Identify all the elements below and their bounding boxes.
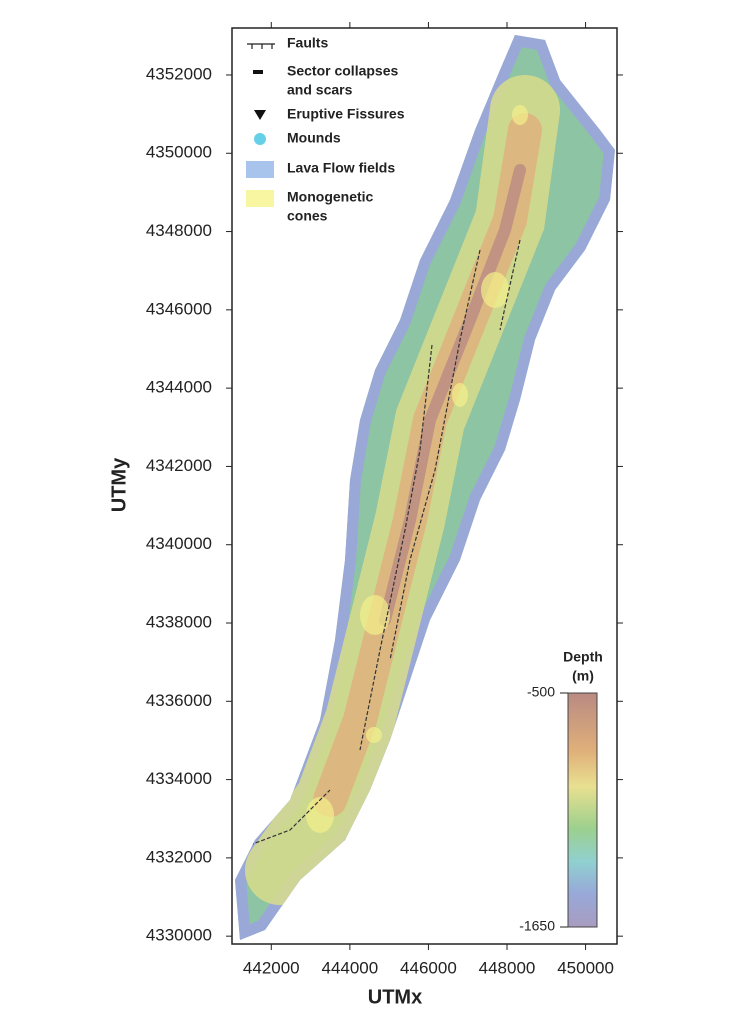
y-tick-label: 4336000: [146, 691, 212, 710]
x-tick-label: 448000: [479, 958, 536, 977]
legend-fault-symbol: [247, 43, 275, 49]
faults: [249, 239, 521, 846]
legend-scar-symbol: [253, 70, 263, 74]
x-axis-label: UTMx: [368, 986, 422, 1008]
legend-label: and scars: [287, 82, 353, 98]
x-tick-label: 442000: [243, 958, 300, 977]
legend-lava-symbol: [246, 161, 274, 178]
x-tick-label: 450000: [557, 958, 614, 977]
colorbar-tick-label: -1650: [519, 918, 555, 934]
legend-cone-symbol: [246, 190, 274, 207]
y-tick-label: 4350000: [146, 143, 212, 162]
y-tick-label: 4332000: [146, 847, 212, 866]
colorbar-tick-label: -500: [527, 684, 555, 700]
y-tick-label: 4334000: [146, 769, 212, 788]
y-tick-label: 4330000: [146, 926, 212, 945]
legend-label: Monogenetic: [287, 189, 374, 205]
y-tick-label: 4348000: [146, 221, 212, 240]
legend: Faults Sector collapses and scars Erupti…: [246, 35, 405, 224]
x-tick-label: 444000: [321, 958, 378, 977]
legend-label: Sector collapses: [287, 63, 398, 79]
y-tick-label: 4344000: [146, 378, 212, 397]
colorbar-title: Depth: [563, 649, 603, 665]
legend-label: Faults: [287, 35, 328, 51]
legend-fissure-symbol: [254, 110, 266, 120]
legend-label: Eruptive Fissures: [287, 106, 405, 122]
legend-label: Mounds: [287, 130, 341, 146]
x-tick-label: 446000: [400, 958, 457, 977]
ridge-crest: [379, 164, 526, 626]
y-tick-label: 4340000: [146, 534, 212, 553]
y-tick-label: 4342000: [146, 456, 212, 475]
y-tick-label: 4346000: [146, 299, 212, 318]
cones: [306, 105, 528, 833]
legend-mound-symbol: [254, 133, 266, 145]
legend-label: Lava Flow fields: [287, 160, 395, 176]
legend-label: cones: [287, 208, 328, 224]
colorbar-title: (m): [572, 668, 594, 684]
y-tick-label: 4338000: [146, 612, 212, 631]
y-tick-label: 4352000: [146, 64, 212, 83]
colorbar: [567, 692, 598, 928]
y-axis-label: UTMy: [108, 457, 130, 512]
